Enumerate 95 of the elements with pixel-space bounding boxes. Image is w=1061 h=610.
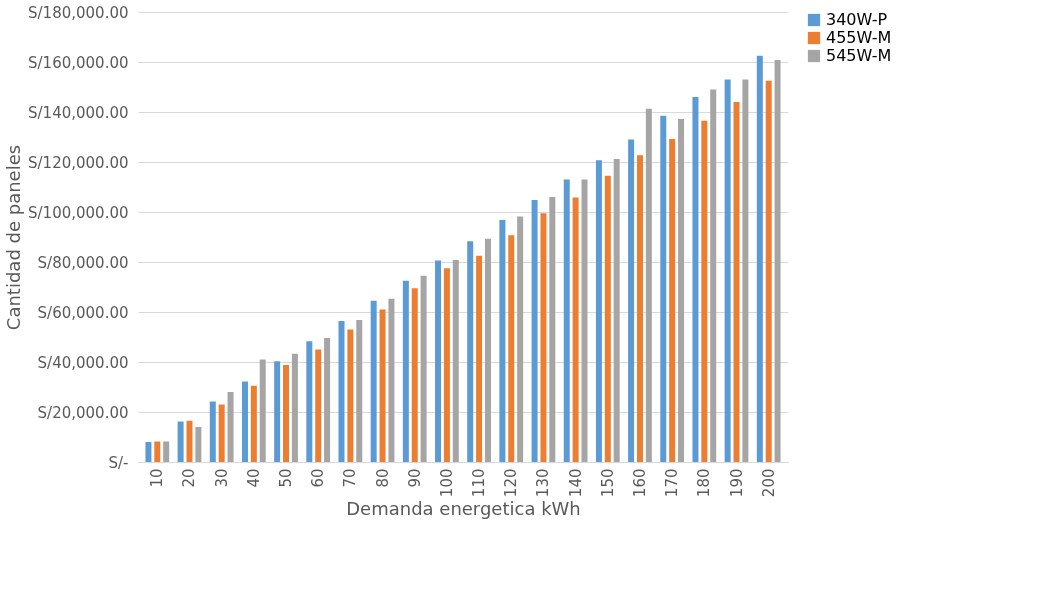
x-tick-label: 10: [148, 468, 167, 488]
x-tick-label: 100: [437, 468, 456, 498]
bar: [241, 381, 248, 462]
bar: [660, 115, 667, 462]
y-tick-label: S/80,000.00: [37, 253, 129, 272]
bar: [435, 260, 442, 462]
x-tick-label: 190: [727, 468, 746, 498]
bar: [379, 309, 386, 462]
legend-label: 340W-P: [826, 10, 888, 29]
x-tick-label: 80: [373, 468, 392, 488]
y-tick-label: S/40,000.00: [37, 353, 129, 372]
bar: [581, 179, 588, 462]
bar: [765, 80, 772, 462]
bar: [733, 102, 740, 462]
bar: [356, 320, 363, 462]
bar: [163, 441, 170, 462]
bar: [274, 361, 281, 462]
bar: [324, 338, 331, 462]
bar: [517, 216, 524, 462]
y-axis-title: Cantidad de paneles: [3, 144, 25, 331]
bar: [678, 119, 685, 462]
x-tick-label: 150: [598, 468, 617, 498]
bar: [370, 300, 377, 462]
bar: [154, 441, 161, 462]
y-tick-label: S/140,000.00: [28, 103, 129, 122]
x-tick-label: 130: [534, 468, 553, 498]
bar: [145, 442, 152, 462]
bar: [508, 235, 515, 462]
bar: [347, 329, 354, 462]
bar: [476, 255, 483, 462]
bar: [742, 79, 749, 462]
bar: [669, 139, 676, 462]
bar: [613, 159, 620, 462]
bar: [499, 220, 506, 462]
bar: [604, 175, 611, 462]
y-tick-label: S/-: [108, 453, 129, 472]
x-tick-label: 30: [212, 468, 231, 488]
bar: [692, 97, 699, 462]
bar: [227, 392, 234, 462]
y-tick-label: S/60,000.00: [37, 303, 129, 322]
bar: [250, 385, 257, 462]
x-tick-label: 120: [502, 468, 521, 498]
y-tick-label: S/160,000.00: [28, 53, 129, 72]
y-tick-label: S/20,000.00: [37, 403, 129, 422]
y-tick-label: S/180,000.00: [28, 3, 129, 22]
bar: [563, 179, 570, 462]
bar: [259, 359, 266, 462]
bar: [209, 401, 216, 462]
bar: [411, 288, 418, 462]
bar: [388, 298, 395, 462]
bar: [710, 89, 717, 462]
bar: [701, 120, 708, 462]
bar: [306, 341, 313, 462]
x-tick-label: 20: [180, 468, 199, 488]
bar: [774, 60, 781, 462]
x-tick-label: 70: [341, 468, 360, 488]
x-tick-label: 110: [470, 468, 489, 498]
bar: [195, 427, 202, 462]
bar: [283, 365, 290, 462]
x-tick-label: 180: [695, 468, 714, 498]
y-tick-label: S/120,000.00: [28, 153, 129, 172]
bar: [420, 275, 427, 462]
bar: [549, 197, 556, 462]
bar: [595, 160, 602, 462]
bar: [186, 420, 193, 462]
bar: [452, 260, 459, 462]
x-tick-label: 160: [630, 468, 649, 498]
bar: [177, 421, 184, 462]
bar: [402, 280, 409, 462]
x-tick-label: 140: [566, 468, 585, 498]
bar: [531, 200, 538, 462]
x-tick-label: 90: [405, 468, 424, 488]
x-tick-label: 40: [244, 468, 263, 488]
bar: [572, 197, 579, 462]
x-tick-label: 60: [309, 468, 328, 488]
bar: [645, 108, 652, 462]
x-tick-label: 50: [277, 468, 296, 488]
bar: [628, 139, 635, 462]
x-tick-label: 170: [663, 468, 682, 498]
bar: [484, 238, 491, 462]
bar: [218, 404, 225, 462]
x-tick-label: 200: [759, 468, 778, 498]
x-axis-title: Demanda energetica kWh: [346, 498, 581, 520]
bar: [756, 55, 763, 462]
bar: [467, 241, 474, 462]
bar: [443, 268, 450, 462]
bar: [315, 349, 322, 462]
bar: [540, 213, 547, 462]
legend-label: 455W-M: [826, 28, 892, 47]
bar: [338, 321, 345, 462]
legend-label: 545W-M: [826, 46, 892, 65]
bar: [724, 79, 731, 462]
bar: [636, 155, 643, 462]
y-tick-label: S/100,000.00: [28, 203, 129, 222]
bar: [291, 353, 298, 462]
